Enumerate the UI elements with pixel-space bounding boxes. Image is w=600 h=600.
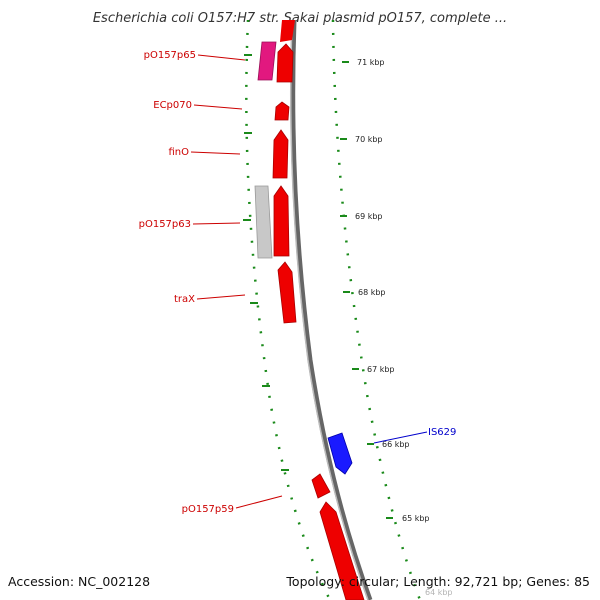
gene-pO157p63-other bbox=[254, 185, 273, 259]
gene-finO bbox=[272, 129, 289, 179]
scale-label-65: 65 kbp bbox=[402, 514, 430, 523]
scale-label-69: 69 kbp bbox=[355, 212, 383, 221]
scale-label-66: 66 kbp bbox=[382, 440, 410, 449]
scale-label-68: 68 kbp bbox=[358, 288, 386, 297]
gene-ECp070 bbox=[274, 101, 290, 121]
gene-pO157p65-pseudo bbox=[257, 41, 277, 81]
accession-label: Accession: NC_002128 bbox=[8, 574, 150, 589]
scale-label-67: 67 kbp bbox=[367, 365, 395, 374]
gene-label-pO157p63: pO157p63 bbox=[139, 219, 191, 230]
gene-top-fragment bbox=[280, 20, 295, 42]
scale-label-71: 71 kbp bbox=[357, 58, 385, 67]
gene-features bbox=[254, 20, 365, 600]
scale-label-64: 64 kbp bbox=[425, 588, 453, 597]
gene-bottom bbox=[319, 501, 365, 600]
backbone-arc bbox=[289, 19, 373, 600]
gene-label-pO157p59: pO157p59 bbox=[182, 504, 234, 515]
gene-label-finO: finO bbox=[168, 147, 189, 158]
gene-label-IS629: IS629 bbox=[428, 427, 456, 438]
gene-IS629 bbox=[327, 432, 353, 475]
major-ticks bbox=[243, 54, 393, 519]
gene-labels: pO157p65 ECp070 finO pO157p63 traX pO157… bbox=[139, 50, 457, 515]
map-title: Escherichia coli O157:H7 str. Sakai plas… bbox=[93, 11, 507, 26]
gene-pO157p59 bbox=[311, 473, 331, 499]
gene-label-traX: traX bbox=[174, 294, 195, 305]
gene-traX bbox=[277, 261, 297, 324]
gene-label-pO157p65: pO157p65 bbox=[144, 50, 196, 61]
gene-pO157p65 bbox=[276, 43, 294, 83]
gene-pO157p63 bbox=[273, 185, 290, 257]
scale-label-70: 70 kbp bbox=[355, 135, 383, 144]
inner-tick-ring bbox=[245, 19, 332, 600]
gene-label-ECp070: ECp070 bbox=[153, 100, 192, 111]
outer-tick-ring bbox=[331, 19, 422, 600]
gene-leader-lines bbox=[190, 54, 428, 509]
summary-label: Topology: circular; Length: 92,721 bp; G… bbox=[285, 574, 590, 589]
scale-labels: 71 kbp 70 kbp 69 kbp 68 kbp 67 kbp 66 kb… bbox=[355, 58, 453, 597]
